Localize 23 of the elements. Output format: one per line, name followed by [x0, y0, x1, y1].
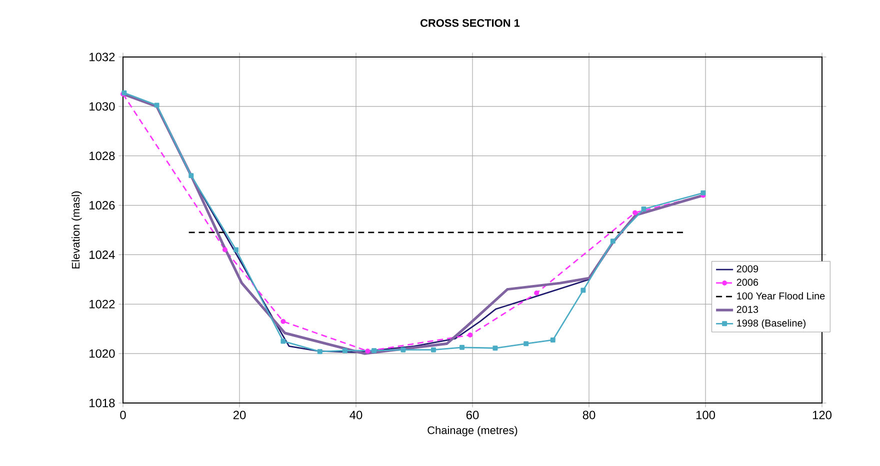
y-tick-label: 1026 [90, 201, 115, 210]
x-tick-label: 120 [812, 410, 832, 420]
x-axis-title: Chainage (metres) [428, 426, 518, 436]
x-tick-label: 60 [466, 410, 479, 420]
x-tick-label: 80 [582, 410, 596, 420]
y-tick-label: 1030 [90, 102, 115, 111]
y-axis-title: Elevation (masl) [72, 191, 82, 268]
x-tick-label: 0 [120, 410, 126, 420]
legend-label: 2006 [736, 278, 758, 286]
x-tick-label: 40 [350, 410, 362, 420]
legend-label: 2009 [736, 265, 758, 272]
y-tick-label: 1032 [90, 52, 115, 62]
x-tick-label: 100 [696, 410, 716, 420]
legend-label: 2013 [736, 306, 758, 313]
chart-title: CROSS SECTION 1 [420, 19, 520, 27]
y-tick-label: 1018 [90, 398, 115, 408]
legend-label: 100 Year Flood Line [737, 292, 825, 300]
y-tick-label: 1028 [90, 152, 115, 160]
y-tick-label: 1024 [90, 250, 115, 259]
legend-label: 1998 (Baseline) [737, 319, 806, 329]
y-tick-label: 1020 [90, 349, 115, 358]
x-tick-label: 20 [233, 410, 246, 420]
y-tick-label: 1022 [90, 300, 115, 308]
